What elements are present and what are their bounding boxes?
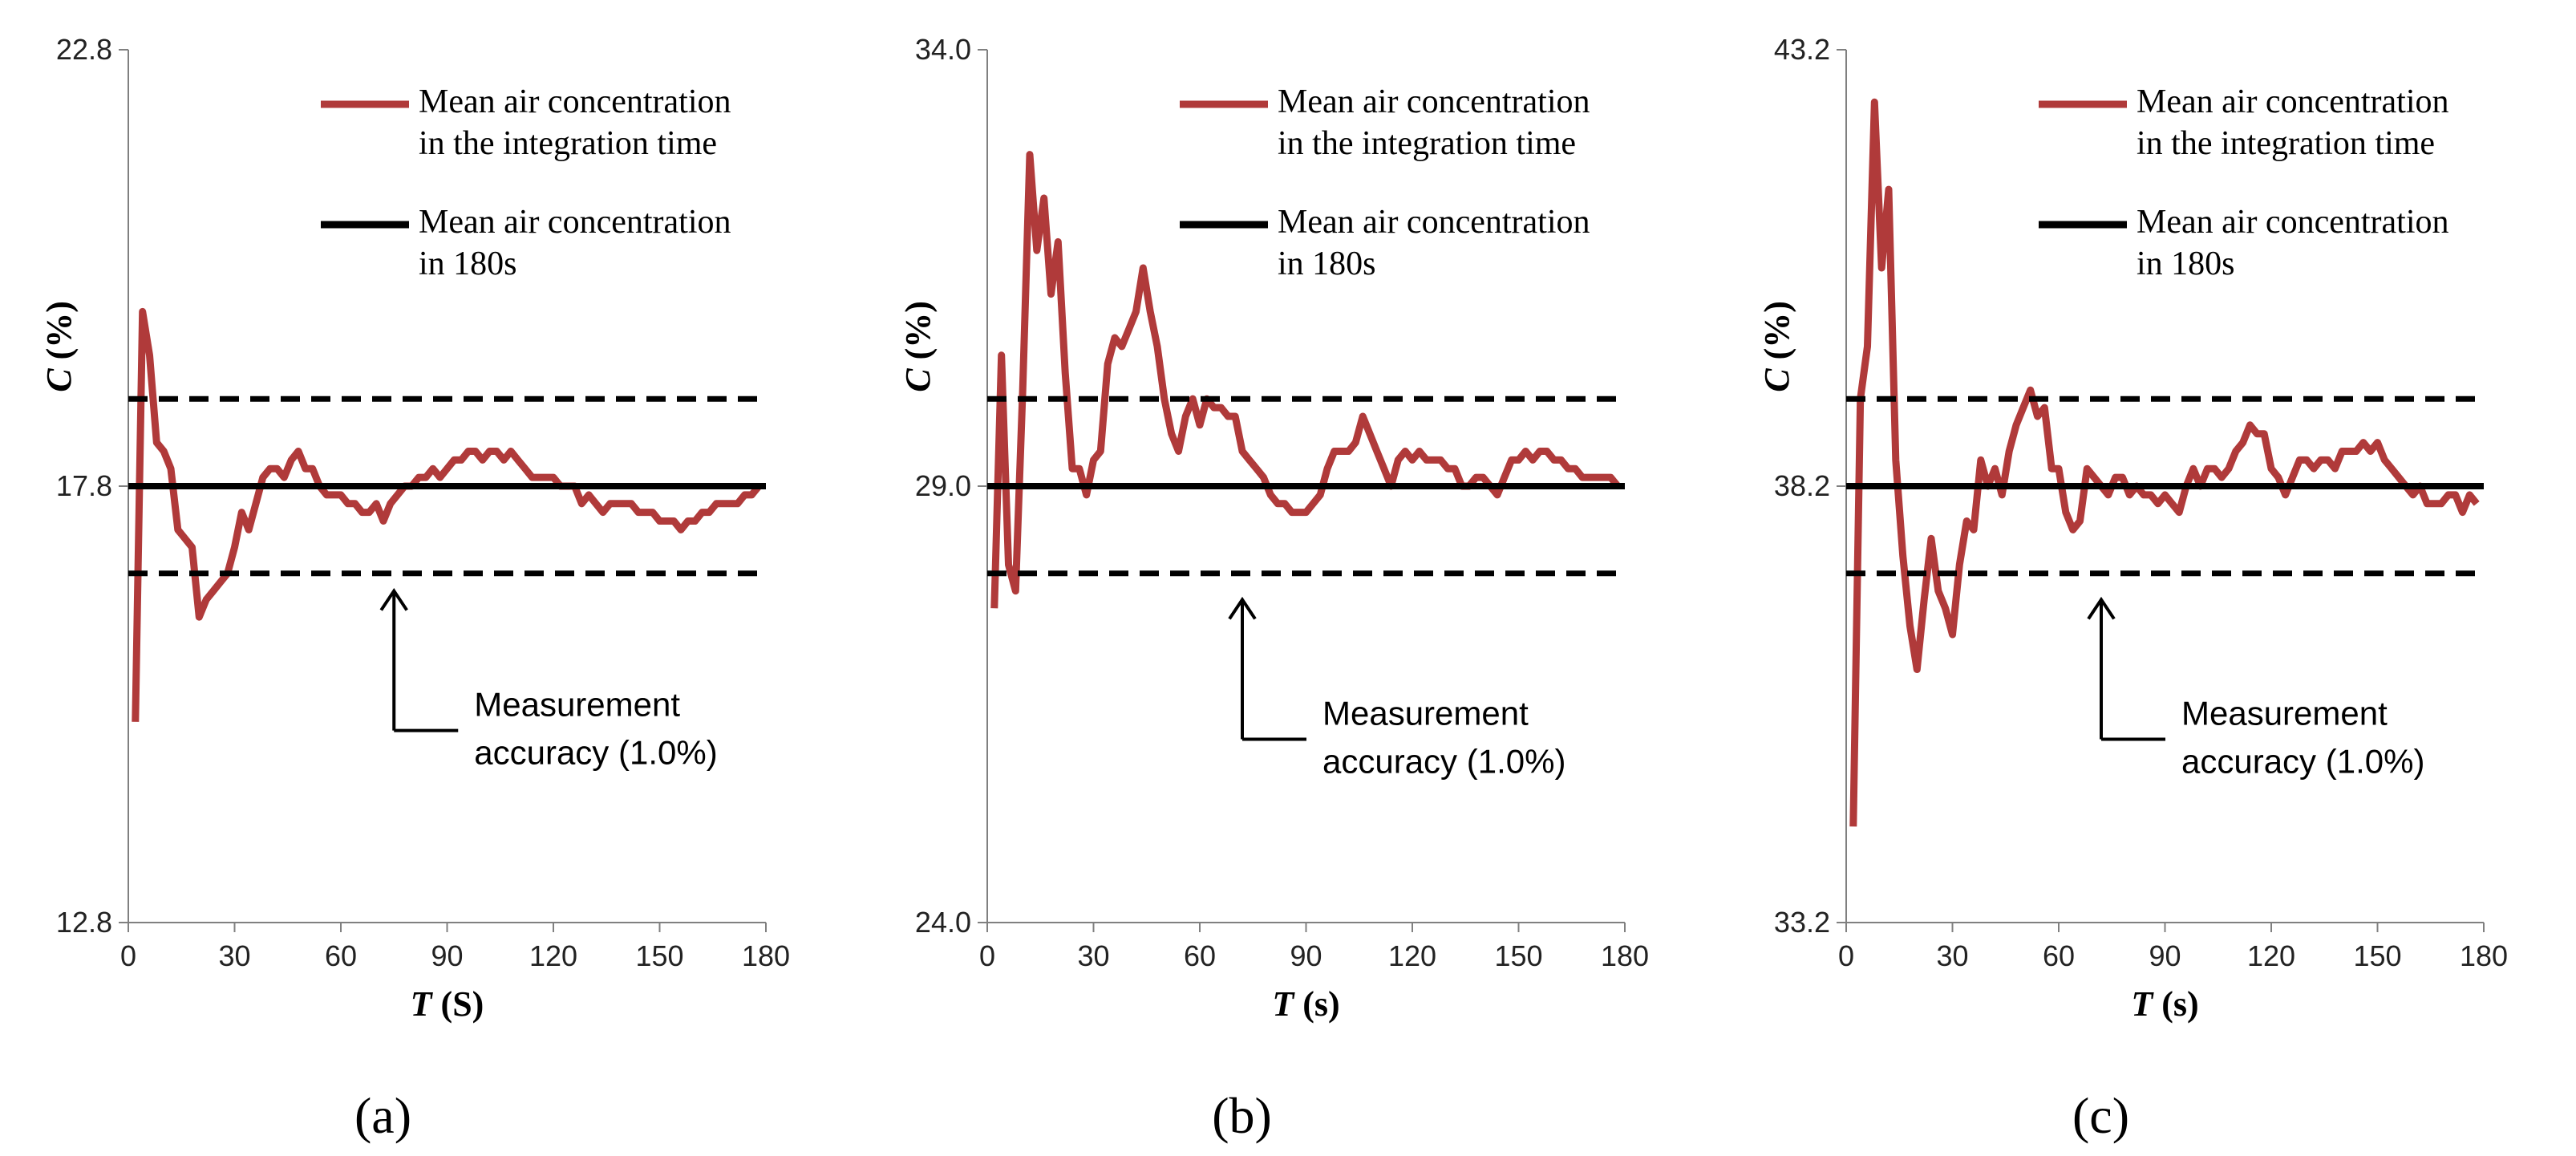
y-tick-label: 34.0: [915, 33, 971, 66]
x-tick-label: 60: [1184, 939, 1216, 972]
chart-svg-c: 0 30 60 90 120 150 180 33.2 38.2 43.2 T (s) C (%) Me…: [1757, 33, 2508, 1144]
y-tick-label: 17.8: [56, 469, 112, 502]
chart-panel-a: 0 30 60 90 120 150 180 12.8 17.8 22.8 T (S) C (%) Me…: [0, 0, 858, 1156]
x-tick-label: 0: [1838, 939, 1854, 972]
legend-label: in 180s: [419, 245, 517, 282]
x-axis-variable: T: [2131, 984, 2154, 1024]
x-tick-label: 150: [1494, 939, 1542, 972]
annotation-arrow-head: [379, 587, 408, 611]
x-tick-label: 180: [1601, 939, 1649, 972]
x-axis-title: T (s): [1272, 984, 1339, 1024]
series-line-integration-mean: [132, 307, 762, 722]
legend-label: Mean air concentration: [2137, 204, 2448, 241]
x-axis-unit: (s): [1294, 984, 1339, 1024]
x-tick-label: 0: [979, 939, 995, 972]
legend-label: Mean air concentration: [1278, 204, 1590, 241]
annotation-arrow-head: [2087, 596, 2116, 620]
legend-label: Mean air concentration: [419, 83, 731, 120]
x-tick-label: 30: [218, 939, 250, 972]
x-tick-label: 120: [529, 939, 577, 972]
y-axis-unit: (%): [39, 301, 79, 368]
y-tick-label: 38.2: [1774, 469, 1830, 502]
annotation-arrow-head: [1228, 596, 1257, 620]
panel-label-c: (c): [2072, 1087, 2129, 1144]
y-tick-label: 12.8: [56, 906, 112, 939]
chart-panel-b: 0 30 60 90 120 150 180 24.0 29.0 34.0 T (s) C (%) Me…: [859, 0, 1717, 1156]
x-tick-label: 180: [742, 939, 790, 972]
y-axis-variable: C: [39, 368, 79, 392]
x-tick-label: 150: [635, 939, 683, 972]
annotation-text: accuracy (1.0%): [2181, 743, 2424, 781]
x-tick-label: 120: [1388, 939, 1436, 972]
chart-panel-c: 0 30 60 90 120 150 180 33.2 38.2 43.2 T (s) C (%) Me…: [1718, 0, 2576, 1156]
x-axis-unit: (S): [432, 984, 484, 1024]
series-line-integration-mean: [990, 151, 1621, 609]
y-tick-label: 29.0: [915, 469, 971, 502]
x-tick-label: 180: [2460, 939, 2508, 972]
x-axis-variable: T: [411, 984, 434, 1024]
panel-label-b: (b): [1212, 1087, 1272, 1144]
y-tick-label: 22.8: [56, 33, 112, 66]
annotation-text: Measurement: [1322, 695, 1529, 732]
x-axis-title: T (s): [2131, 984, 2198, 1024]
legend-label: Mean air concentration: [419, 204, 731, 241]
chart-svg-a: 0 30 60 90 120 150 180 12.8 17.8 22.8 T (S) C (%) Me…: [39, 33, 790, 1144]
panel-label-a: (a): [354, 1087, 411, 1144]
y-tick-label: 33.2: [1774, 906, 1830, 939]
y-axis-variable: C: [1757, 368, 1796, 392]
legend-label: in 180s: [1278, 245, 1376, 282]
y-axis-title: C (%): [39, 301, 79, 392]
x-tick-label: 90: [2149, 939, 2181, 972]
x-tick-label: 0: [120, 939, 136, 972]
annotation-text: Measurement: [2181, 695, 2388, 732]
legend-label: Mean air concentration: [2137, 83, 2448, 120]
x-tick-label: 90: [431, 939, 463, 972]
x-axis-unit: (s): [2153, 984, 2198, 1024]
legend-label: in the integration time: [419, 125, 717, 162]
annotation-text: accuracy (1.0%): [474, 734, 717, 772]
y-axis-title: C (%): [898, 301, 938, 392]
x-tick-label: 30: [1936, 939, 1968, 972]
y-axis-unit: (%): [898, 301, 938, 368]
legend-label: in the integration time: [1278, 125, 1576, 162]
x-tick-label: 60: [2043, 939, 2075, 972]
annotation-text: accuracy (1.0%): [1322, 743, 1565, 781]
x-tick-label: 60: [325, 939, 357, 972]
y-tick-label: 24.0: [915, 906, 971, 939]
y-axis-title: C (%): [1757, 301, 1796, 392]
series-line-integration-mean: [1849, 98, 2480, 827]
y-tick-label: 43.2: [1774, 33, 1830, 66]
x-tick-label: 90: [1290, 939, 1322, 972]
y-axis-unit: (%): [1757, 301, 1796, 368]
x-tick-label: 120: [2247, 939, 2295, 972]
x-axis-variable: T: [1272, 984, 1295, 1024]
legend-label: Mean air concentration: [1278, 83, 1590, 120]
x-tick-label: 30: [1077, 939, 1109, 972]
legend-label: in the integration time: [2137, 125, 2435, 162]
chart-svg-b: 0 30 60 90 120 150 180 24.0 29.0 34.0 T (s) C (%) Me…: [898, 33, 1649, 1144]
x-axis-title: T (S): [411, 984, 484, 1024]
legend-label: in 180s: [2137, 245, 2235, 282]
annotation-text: Measurement: [474, 686, 680, 724]
y-axis-variable: C: [898, 368, 938, 392]
x-tick-label: 150: [2353, 939, 2401, 972]
